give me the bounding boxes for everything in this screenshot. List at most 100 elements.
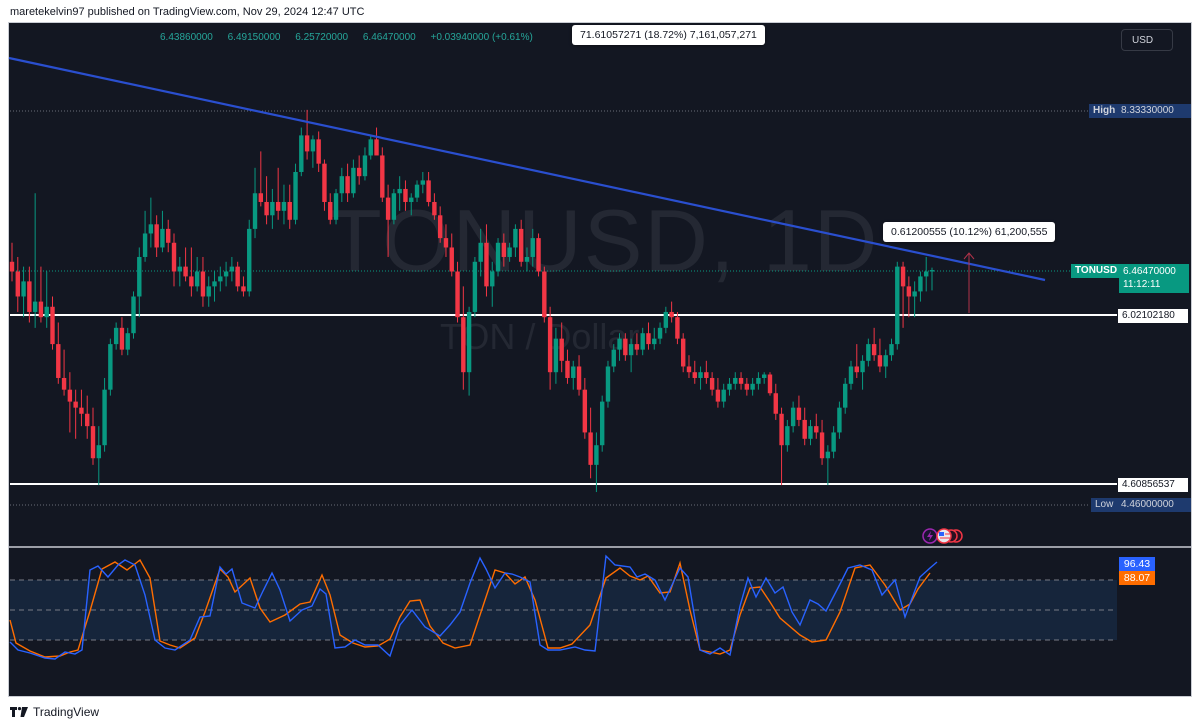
candle-body <box>218 276 223 282</box>
candle-body <box>640 333 645 350</box>
measure-label-top[interactable]: 71.61057271 (18.72%) 7,161,057,271 <box>572 25 765 45</box>
candle-body <box>397 188 402 194</box>
candle-body <box>571 366 576 378</box>
candle-body <box>409 197 414 202</box>
candle-body <box>32 301 38 312</box>
last-price-value: 6.46470000 <box>1123 266 1176 277</box>
candle-body <box>721 389 726 402</box>
candle-body <box>67 389 73 402</box>
candle-body <box>380 155 385 198</box>
candle-body <box>652 338 657 345</box>
candle-body <box>750 383 755 390</box>
candle-body <box>310 139 316 152</box>
low-value: 4.46000000 <box>1117 498 1191 512</box>
candle-body <box>646 333 651 345</box>
candle-body <box>166 228 171 243</box>
candle-body <box>733 377 738 384</box>
candle-body <box>680 338 686 367</box>
candle-body <box>85 413 90 427</box>
candle-body <box>333 193 339 220</box>
candle-body <box>96 445 101 459</box>
candle-body <box>895 266 900 345</box>
candle-body <box>808 426 813 439</box>
candle-body <box>912 291 917 297</box>
candle-body <box>756 377 761 384</box>
currency-selector[interactable]: USD <box>1121 29 1173 51</box>
candle-body <box>871 344 877 356</box>
candle-body <box>848 366 854 384</box>
candle-body <box>200 271 206 297</box>
candle-body <box>762 374 767 378</box>
description-watermark: TON / Dollar <box>440 316 640 357</box>
candle-body <box>90 426 96 459</box>
stoch-k-line <box>9 554 938 660</box>
candle-body <box>247 228 252 292</box>
candle-body <box>698 372 703 378</box>
candle-body <box>924 271 929 277</box>
candle-body <box>420 180 426 185</box>
candle-body <box>304 135 310 152</box>
candle-body <box>790 407 796 427</box>
candle-body <box>900 266 906 287</box>
footer-brand: TradingView <box>33 705 100 719</box>
candle-body <box>391 193 397 220</box>
candle-body <box>328 201 333 220</box>
candle-body <box>490 271 495 287</box>
low-label: Low <box>1091 498 1118 512</box>
candle-body <box>287 201 292 220</box>
tradingview-logo[interactable]: TradingView <box>10 705 99 719</box>
descending-trendline[interactable] <box>8 56 1046 282</box>
candle-body <box>484 242 489 287</box>
candle-body <box>21 281 26 297</box>
candle-body <box>137 256 142 297</box>
candle-body <box>73 401 78 408</box>
stoch-d-line <box>9 558 931 658</box>
candle-body <box>443 238 449 248</box>
candle-body <box>206 286 211 297</box>
candle-body <box>385 197 391 220</box>
economic-events-icons[interactable] <box>922 528 963 544</box>
ohlc-change: +0.03940000 (+0.61%) <box>430 32 533 43</box>
candle-body <box>744 383 750 390</box>
candle-body <box>657 327 663 339</box>
candle-body <box>594 445 599 465</box>
candle-body <box>414 184 420 198</box>
candle-body <box>189 276 194 287</box>
candle-body <box>356 167 362 177</box>
candle-body <box>316 139 321 164</box>
candle-body <box>275 201 281 211</box>
candle-body <box>634 344 640 350</box>
candle-body <box>345 176 350 194</box>
candle-body <box>779 413 784 446</box>
candle-body <box>299 135 304 172</box>
candle-body <box>877 355 883 367</box>
candle-body <box>883 355 888 367</box>
candle-body <box>281 201 287 211</box>
candle-body <box>536 238 541 272</box>
candle-body <box>102 389 107 446</box>
ohlc-low: 6.25720000 <box>295 32 349 43</box>
candle-body <box>796 407 802 420</box>
candle-body <box>524 256 530 262</box>
ohlc-open: 6.43860000 <box>160 32 213 43</box>
candle-body <box>831 432 836 452</box>
measure-label-mid[interactable]: 0.61200555 (10.12%) 61,200,555 <box>883 222 1056 242</box>
candle-body <box>131 296 136 334</box>
candle-body <box>449 247 454 272</box>
candle-body <box>79 407 84 414</box>
candle-body <box>518 228 524 262</box>
candle-body <box>258 193 264 202</box>
candle-body <box>466 311 472 373</box>
candle-body <box>171 242 177 272</box>
candle-body <box>611 349 616 367</box>
candle-body <box>767 374 773 394</box>
candle-body <box>929 270 935 272</box>
candle-body <box>148 224 154 234</box>
candle-body <box>362 155 368 177</box>
candle-body <box>113 327 119 345</box>
candle-body <box>44 306 49 318</box>
candlestick-series <box>9 109 935 493</box>
candle-body <box>264 201 269 216</box>
candle-body <box>599 401 605 446</box>
